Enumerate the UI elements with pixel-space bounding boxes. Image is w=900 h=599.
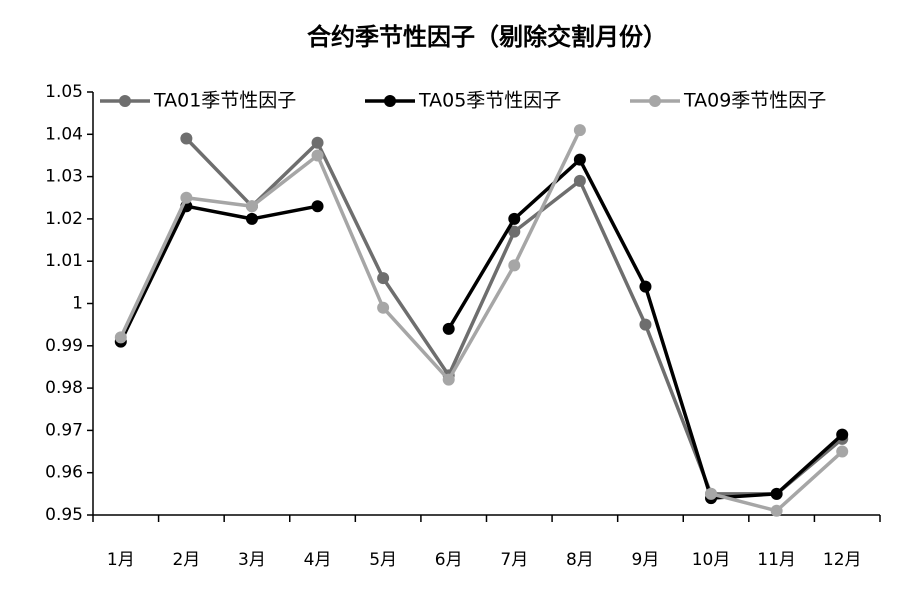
x-tick-label: 12月 xyxy=(823,550,862,570)
data-point xyxy=(573,174,586,187)
data-point xyxy=(442,322,455,335)
data-point xyxy=(180,132,193,145)
data-point xyxy=(508,212,521,225)
legend-label: TA09季节性因子 xyxy=(683,90,826,112)
y-tick-label: 1.01 xyxy=(45,251,83,271)
x-tick-label: 11月 xyxy=(757,550,796,570)
x-tick-label: 2月 xyxy=(172,550,200,570)
data-point xyxy=(377,301,390,314)
y-tick-label: 0.99 xyxy=(45,336,83,356)
x-tick-label: 1月 xyxy=(107,550,135,570)
y-tick-label: 1.04 xyxy=(45,124,83,144)
y-tick-label: 1.05 xyxy=(45,82,83,102)
y-tick-label: 0.98 xyxy=(45,378,83,398)
x-tick-label: 10月 xyxy=(692,550,731,570)
x-tick-label: 7月 xyxy=(500,550,528,570)
y-tick-label: 0.95 xyxy=(45,505,83,525)
data-point xyxy=(508,259,521,272)
data-point xyxy=(311,200,324,213)
data-point xyxy=(639,280,652,293)
legend-marker xyxy=(649,95,661,107)
data-point xyxy=(770,487,783,500)
data-point xyxy=(508,225,521,238)
data-point xyxy=(311,149,324,162)
y-tick-label: 1 xyxy=(72,294,83,314)
data-point xyxy=(245,212,258,225)
legend-label: TA05季节性因子 xyxy=(418,90,561,112)
x-tick-label: 8月 xyxy=(566,550,594,570)
x-tick-label: 6月 xyxy=(435,550,463,570)
x-tick-label: 5月 xyxy=(369,550,397,570)
data-point xyxy=(705,487,718,500)
series-line xyxy=(119,157,844,500)
y-tick-label: 0.96 xyxy=(45,463,83,483)
x-tick-label: 3月 xyxy=(238,550,266,570)
data-point xyxy=(180,191,193,204)
y-tick-label: 0.97 xyxy=(45,420,83,440)
legend-marker xyxy=(119,95,131,107)
data-point xyxy=(836,428,849,441)
y-tick-label: 1.03 xyxy=(45,167,83,187)
data-point xyxy=(573,124,586,137)
data-point xyxy=(245,200,258,213)
data-point xyxy=(114,331,127,344)
data-point xyxy=(377,272,390,285)
data-point xyxy=(770,504,783,517)
chart-title: 合约季节性因子（剔除交割月份） xyxy=(307,23,667,51)
x-tick-label: 4月 xyxy=(304,550,332,570)
data-point xyxy=(639,318,652,331)
data-point xyxy=(836,445,849,458)
legend-marker xyxy=(384,95,396,107)
data-point xyxy=(573,153,586,166)
data-point xyxy=(442,373,455,386)
series-line xyxy=(185,137,844,496)
y-tick-label: 1.02 xyxy=(45,209,83,229)
data-point xyxy=(311,136,324,149)
series-line xyxy=(119,129,844,513)
x-tick-label: 9月 xyxy=(632,550,660,570)
legend-label: TA01季节性因子 xyxy=(153,90,296,112)
